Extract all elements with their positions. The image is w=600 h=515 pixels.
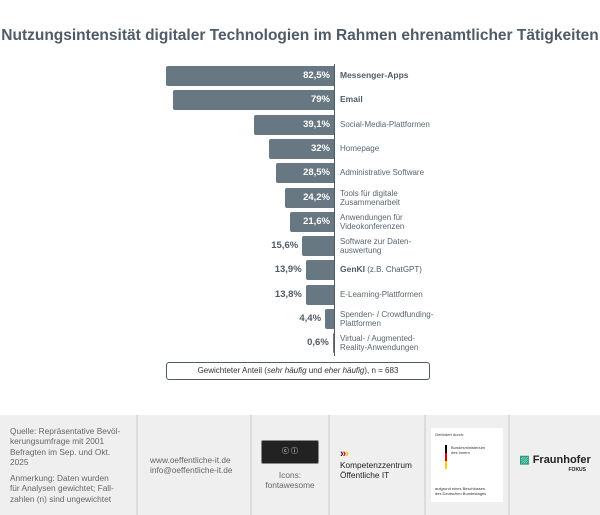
footer-fraunhofer: ▨ Fraunhofer FOKUS xyxy=(510,415,600,515)
legend-text: und xyxy=(306,366,325,375)
category-label: GenKI (z.B. ChatGPT) xyxy=(340,264,470,275)
category-label-line: Zusammenarbeit xyxy=(340,197,401,207)
bar xyxy=(332,333,334,354)
bar xyxy=(325,309,334,329)
category-label-line: Reality-Anwendungen xyxy=(340,343,419,353)
category-label-line: Social-Media-Plattformen xyxy=(340,119,430,129)
source-line: Befragten im Sep. und Okt. xyxy=(10,446,111,457)
value-label: 15,6% xyxy=(271,240,299,252)
value-label: 32% xyxy=(310,142,330,154)
footer-bmi: Gefördert durch: Bundesministerium des In… xyxy=(426,415,510,515)
category-label-line: Anwendungen für xyxy=(340,212,403,222)
legend-text: eher häufig xyxy=(324,366,365,375)
category-label: E-Learning-Plattformen xyxy=(340,290,470,299)
category-label-line: (z.B. ChatGPT) xyxy=(365,265,422,275)
cc-by-icon: ⓒ ⓘ xyxy=(261,439,319,464)
category-label-line: Virtual- / Augmented- xyxy=(340,334,416,344)
category-label-line: E-Learning-Plattformen xyxy=(340,289,423,299)
value-label: 28,5% xyxy=(303,167,330,179)
value-label: 0,6% xyxy=(307,337,329,349)
category-label-line: Plattformen xyxy=(340,319,381,328)
bmi-top: Gefördert durch: xyxy=(435,432,465,437)
value-label: 24,2% xyxy=(303,191,330,203)
category-label-line: Email xyxy=(340,94,363,105)
category-label-line: Administrative Software xyxy=(340,168,425,178)
category-label: Spenden- / Crowdfunding- Plattformen xyxy=(340,310,470,328)
category-label-line: Messenger-Apps xyxy=(340,70,409,80)
x-axis-legend: Gewichteter Anteil (sehr häufig und eher… xyxy=(166,362,430,380)
value-label: 13,8% xyxy=(274,288,302,300)
bar xyxy=(305,284,334,305)
category-label-line: Spenden- / Crowdfunding- xyxy=(340,310,434,319)
source-line: Quelle: Repräsentative Bevöl- xyxy=(10,425,121,436)
source-line: kerungsumfrage mit 2001 xyxy=(10,436,105,447)
category-label-line: auswertung xyxy=(340,246,382,256)
value-label: 4,4% xyxy=(299,313,322,324)
bmi-name: des Innern xyxy=(451,450,470,455)
footer-contact: www.oeffentliche-it.de info@oeffentliche… xyxy=(138,415,252,515)
category-label-line: Videokonferenzen xyxy=(340,221,405,231)
bmi-bottom: aufgrund eines Beschlusses xyxy=(435,486,486,491)
value-label: 82,5% xyxy=(303,70,330,81)
icons-source: fontawesome xyxy=(265,480,315,490)
bmi-logo: Gefördert durch: Bundesministerium des In… xyxy=(431,428,503,502)
german-flag-icon xyxy=(445,445,447,469)
legend-text: ), n = 683 xyxy=(364,366,399,375)
note-line: Anmerkung: Daten wurden xyxy=(10,472,109,483)
bar xyxy=(254,114,334,135)
note-line: für Analysen gewichtet; Fall- xyxy=(10,483,114,494)
bar-chart: 82,5% Messenger-Apps 79% Email 39,1% Social-M… xyxy=(165,64,470,356)
category-label: Social-Media-Plattformen xyxy=(340,120,470,129)
category-label-line: GenKI xyxy=(340,264,366,275)
category-label: Tools für digitale Zusammenarbeit xyxy=(340,189,470,207)
note-line: zahlen (n) sind ungewichtet xyxy=(10,493,112,504)
bar xyxy=(275,163,334,184)
kompetenz-line: Öffentliche IT xyxy=(340,470,390,481)
chart-title: Nutzungsintensität digitaler Technologie… xyxy=(1,27,599,44)
source-line: 2025 xyxy=(10,457,29,468)
fokus-label: FOKUS xyxy=(568,467,587,473)
bar xyxy=(284,187,334,208)
category-label: Homepage xyxy=(340,144,470,153)
category-label: Anwendungen für Videokonferenzen xyxy=(340,213,470,231)
footer-source: Quelle: Repräsentative Bevöl- kerungsumf… xyxy=(0,415,138,515)
category-label: Software zur Daten-auswertung xyxy=(340,237,470,255)
bar xyxy=(302,236,334,257)
category-label-line: Homepage xyxy=(340,143,380,153)
icons-label: Icons: xyxy=(278,469,302,480)
category-label: Email xyxy=(340,95,470,104)
value-label: 13,9% xyxy=(274,264,302,276)
category-label-line: Tools für digitale xyxy=(340,188,398,198)
legend-text: sehr häufig xyxy=(266,366,307,375)
bmi-name: Bundesministerium xyxy=(451,445,486,450)
footer-kompetenz: ››› Kompetenzzentrum Öffentliche IT xyxy=(330,415,426,515)
value-label: 21,6% xyxy=(303,215,330,227)
kompetenz-line: Kompetenzzentrum xyxy=(340,459,412,470)
bar xyxy=(289,211,334,232)
legend-text: Gewichteter Anteil ( xyxy=(197,366,267,375)
bar xyxy=(172,90,334,111)
footer: Quelle: Repräsentative Bevöl- kerungsumf… xyxy=(0,415,600,515)
category-label: Messenger-Apps xyxy=(340,71,470,80)
website-link[interactable]: www.oeffentliche-it.de xyxy=(150,454,231,465)
chevrons-logo-icon: ››› xyxy=(340,448,349,461)
axis-line xyxy=(334,64,335,356)
value-label: 39,1% xyxy=(303,118,330,130)
email-link[interactable]: info@oeffentliche-it.de xyxy=(150,465,233,475)
category-label-line: Software zur Daten- xyxy=(340,237,412,247)
category-label: Virtual- / Augmented- Reality-Anwendungen xyxy=(340,334,470,352)
bar xyxy=(268,138,334,159)
bar xyxy=(305,260,334,281)
bmi-bottom: des Deutschen Bundestages xyxy=(435,491,487,496)
fraunhofer-logo-icon: ▨ xyxy=(519,453,533,466)
category-label: Administrative Software xyxy=(340,168,470,177)
value-label: 79% xyxy=(310,94,330,106)
footer-license: ⓒ ⓘ Icons: fontawesome xyxy=(252,415,330,515)
fraunhofer-name: Fraunhofer xyxy=(532,453,591,466)
bar xyxy=(165,66,334,86)
